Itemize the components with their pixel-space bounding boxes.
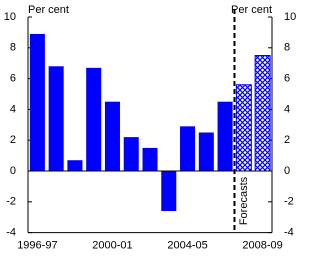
forecast-annotation: Forecasts (238, 176, 250, 225)
y-axis-label-right: Per cent (231, 4, 272, 16)
bar (123, 137, 139, 171)
bar (217, 101, 233, 171)
y-tick-label: 2 (10, 134, 16, 146)
bar (48, 66, 64, 171)
x-tick-label: 2004-05 (167, 240, 207, 252)
bar (29, 33, 45, 171)
y-tick-label-right: -4 (284, 227, 294, 239)
bar (104, 101, 120, 171)
y-tick-label-right: 10 (284, 11, 296, 23)
y-tick-label: 6 (10, 73, 16, 85)
y-tick-label-right: 8 (284, 42, 290, 54)
y-axis-label-left: Per cent (28, 4, 69, 16)
x-tick-label: 2008-09 (242, 240, 282, 252)
bar (142, 147, 158, 171)
x-tick-label: 1996-97 (17, 240, 57, 252)
bar (235, 84, 252, 172)
bar (161, 171, 177, 212)
y-tick-label: 0 (10, 165, 16, 177)
y-tick-label-right: 4 (284, 103, 290, 115)
y-tick-label-right: -2 (284, 196, 294, 208)
bar (254, 55, 271, 172)
y-tick-label-right: 2 (284, 134, 290, 146)
chart: Per cent Per cent -4 -4 -2 -2 0 0 2 2 4 4 6 6 8 8 10 10… (4, 4, 297, 252)
bar (198, 132, 214, 171)
y-tick-label: 8 (10, 42, 16, 54)
y-tick-label-right: 0 (284, 165, 290, 177)
bar (86, 67, 102, 171)
bar (67, 160, 83, 171)
y-tick-label-right: 6 (284, 73, 290, 85)
y-tick-label: -2 (6, 196, 16, 208)
y-tick-label: -4 (6, 227, 16, 239)
y-tick-label: 10 (4, 11, 16, 23)
y-tick-label: 4 (10, 103, 16, 115)
bar (180, 126, 196, 171)
x-tick-label: 2000-01 (92, 240, 132, 252)
